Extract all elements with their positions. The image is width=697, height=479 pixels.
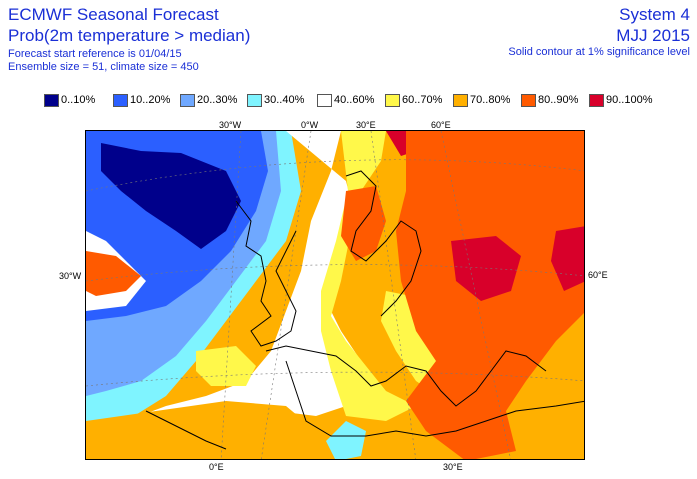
legend-label: 10..20% [130, 94, 171, 106]
coastlines [145, 170, 584, 450]
legend-item: 30..40% [247, 93, 304, 107]
forecast-map [85, 130, 585, 460]
legend-item: 40..60% [317, 93, 374, 107]
ensemble-size: Ensemble size = 51, climate size = 450 [8, 61, 199, 73]
legend-swatch [589, 93, 604, 107]
region-60-70 [321, 131, 416, 421]
lon-label-top: 60°E [431, 120, 451, 130]
legend-item: 10..20% [113, 93, 170, 107]
legend-label: 0..10% [61, 94, 96, 106]
legend-label: 20..30% [197, 94, 238, 106]
map-title: ECMWF Seasonal Forecast [8, 5, 219, 24]
graticule [86, 131, 584, 459]
legend-label: 90..100% [606, 94, 653, 106]
legend-swatch [44, 93, 59, 107]
legend: 0..10% 10..20% 20..30% 30..40% 40..60% 6… [44, 93, 664, 109]
lon-label-top: 30°W [219, 120, 242, 130]
legend-swatch [453, 93, 468, 107]
legend-item: 80..90% [521, 93, 578, 107]
significance-note: Solid contour at 1% significance level [508, 46, 690, 58]
legend-label: 40..60% [334, 94, 375, 106]
legend-item: 20..30% [180, 93, 237, 107]
legend-swatch [247, 93, 262, 107]
legend-swatch [385, 93, 400, 107]
legend-swatch [317, 93, 332, 107]
legend-item: 90..100% [589, 93, 652, 107]
lon-label-right: 60°E [588, 270, 608, 280]
legend-label: 70..80% [470, 94, 511, 106]
legend-swatch [521, 93, 536, 107]
region-70-80 [86, 401, 344, 459]
legend-label: 60..70% [402, 94, 443, 106]
lon-label-bottom: 30°E [443, 462, 463, 472]
lon-label-left: 30°W [59, 271, 82, 281]
legend-label: 30..40% [264, 94, 305, 106]
legend-label: 80..90% [538, 94, 579, 106]
map-subtitle: Prob(2m temperature > median) [8, 26, 251, 45]
region-40-60 [86, 131, 361, 459]
system-label: System 4 [619, 5, 690, 24]
period-label: MJJ 2015 [616, 26, 690, 45]
region-60-70 [196, 346, 256, 386]
legend-item: 60..70% [385, 93, 442, 107]
map-canvas [86, 131, 584, 459]
legend-item: 70..80% [453, 93, 510, 107]
legend-swatch [180, 93, 195, 107]
forecast-start: Forecast start reference is 01/04/15 [8, 48, 182, 60]
lon-label-top: 0°W [301, 120, 319, 130]
region-80-90 [341, 186, 386, 261]
legend-item: 0..10% [44, 93, 95, 107]
region-80-90 [86, 251, 141, 296]
region-0-10 [101, 143, 241, 249]
legend-swatch [113, 93, 128, 107]
lon-label-top: 30°E [356, 120, 376, 130]
region-30-40 [326, 421, 366, 459]
lon-label-bottom: 0°E [209, 462, 224, 472]
